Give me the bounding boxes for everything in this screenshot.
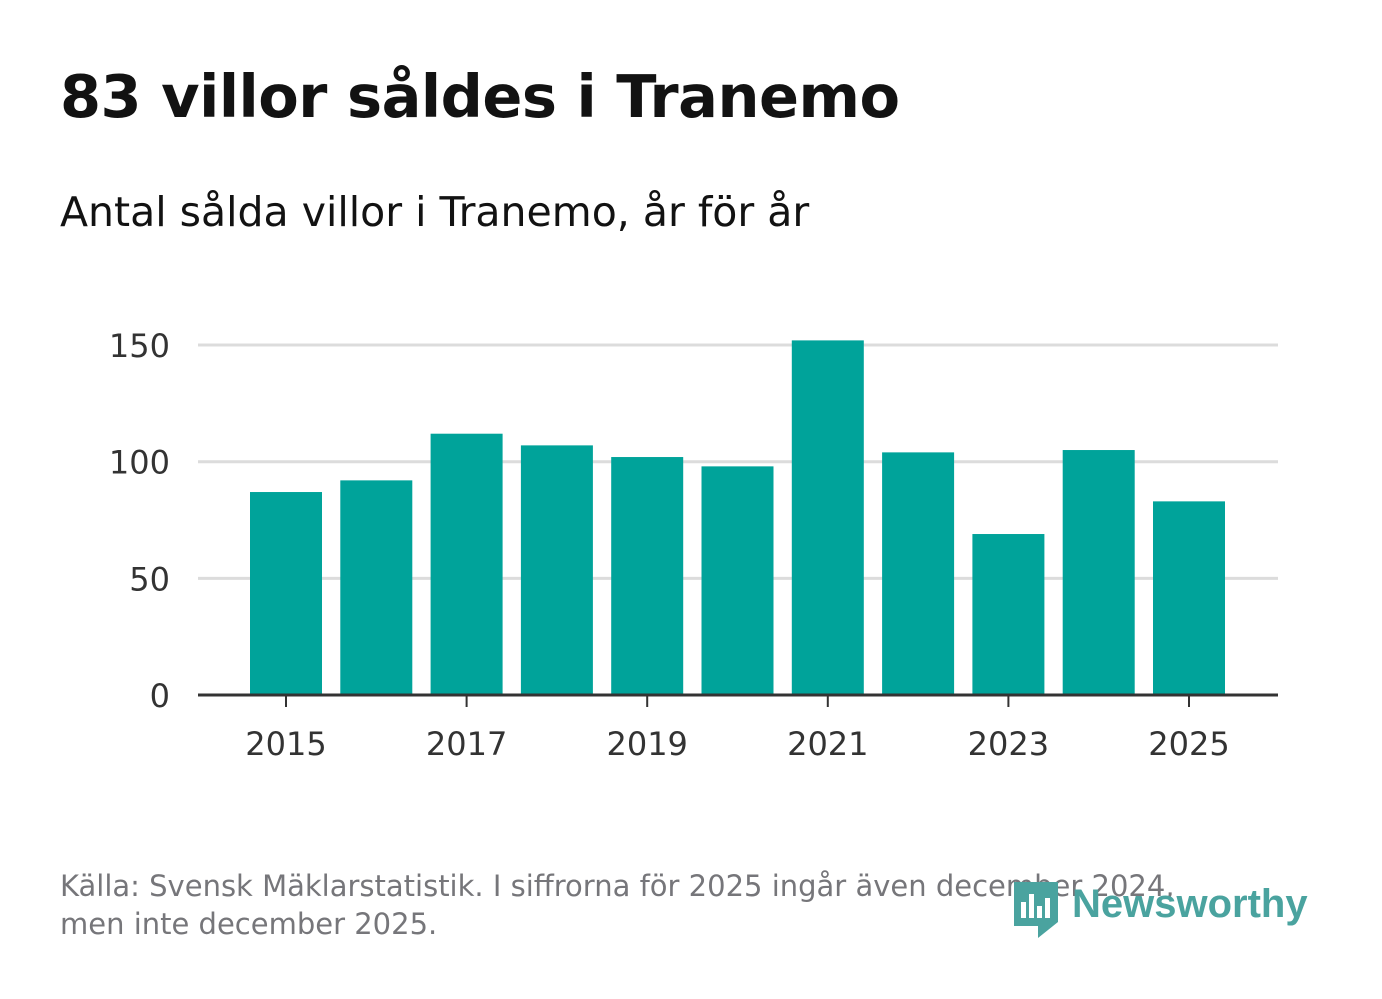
x-tick-label-2025: 2025: [1148, 725, 1229, 763]
bar-2022: [882, 452, 955, 695]
x-tick-label-2017: 2017: [426, 725, 507, 763]
source-note: Källa: Svensk Mäklarstatistik. I siffror…: [60, 867, 1270, 943]
source-line-1: Källa: Svensk Mäklarstatistik. I siffror…: [60, 869, 1175, 903]
bar-2017: [430, 433, 503, 695]
newsworthy-logo-text: Newsworthy: [1072, 882, 1308, 926]
bar-2018: [520, 445, 593, 695]
y-tick-label-50: 50: [129, 560, 170, 598]
bar-2025: [1153, 501, 1225, 695]
bar-2016: [340, 480, 413, 695]
x-tick-label-2015: 2015: [245, 725, 326, 763]
x-tick-label-2021: 2021: [787, 725, 868, 763]
bar-2021: [791, 340, 864, 695]
y-tick-label-100: 100: [109, 444, 170, 482]
x-tick-label-2023: 2023: [968, 725, 1049, 763]
bar-2020: [701, 466, 774, 695]
source-line-2: men inte december 2025.: [60, 907, 438, 941]
bar-2015: [250, 492, 322, 695]
newsworthy-logo-icon: [1014, 882, 1058, 938]
chart-subtitle: Antal sålda villor i Tranemo, år för år: [60, 188, 810, 236]
chart-title: 83 villor såldes i Tranemo: [60, 62, 900, 131]
x-tick-label-2019: 2019: [606, 725, 687, 763]
bar-2023: [972, 534, 1045, 695]
y-tick-label-150: 150: [109, 327, 170, 365]
y-tick-label-0: 0: [150, 677, 170, 715]
newsworthy-logo: Newsworthy: [1010, 878, 1308, 940]
bar-2019: [611, 457, 684, 695]
bar-2024: [1062, 450, 1135, 695]
